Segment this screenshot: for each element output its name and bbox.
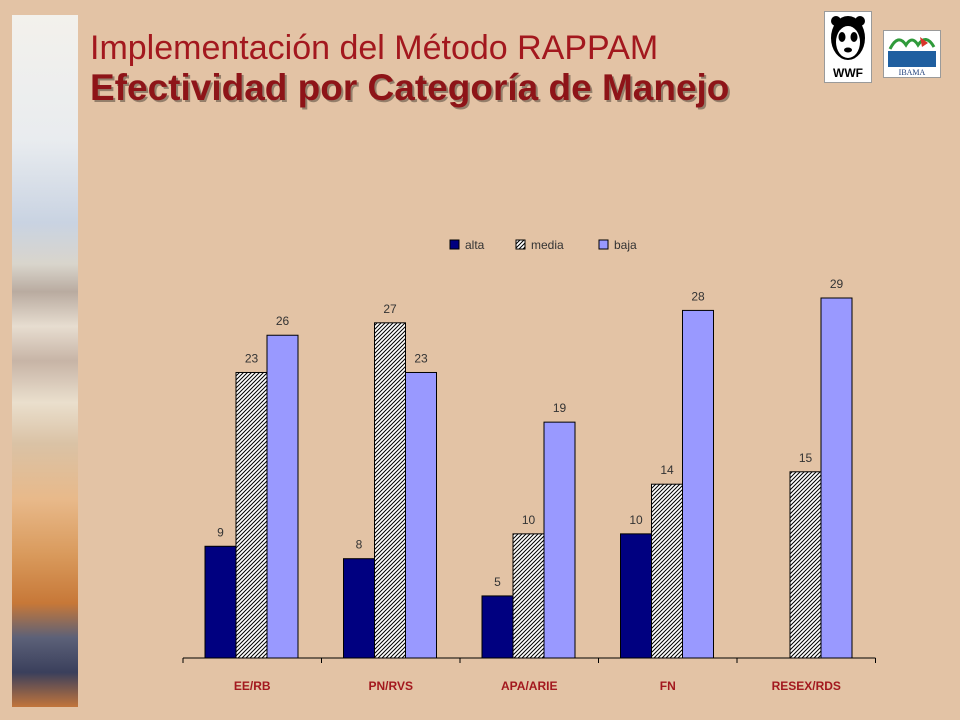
data-label-alta-4: 10 — [629, 513, 643, 527]
x-tick-label-4: FN — [660, 679, 676, 693]
title-line-2: Efectividad por Categoría de Manejo — [90, 67, 730, 108]
legend-label-media: media — [531, 238, 564, 252]
legend-label-alta: alta — [465, 238, 485, 252]
x-tick-label-3: APA/ARIE — [501, 679, 557, 693]
data-label-baja-5: 29 — [830, 277, 844, 291]
bar-media-1 — [235, 371, 268, 659]
data-label-baja-3: 19 — [553, 401, 567, 415]
title-line-1: Implementación del Método RAPPAM — [90, 29, 659, 67]
chart-x-axis: EE/RB PN/RVS APA/ARIE FN RESEX/RDS — [182, 657, 876, 693]
x-tick-label-1: EE/RB — [234, 679, 271, 693]
bar-alta-1 — [204, 545, 237, 659]
bar-baja-4 — [682, 309, 714, 659]
wwf-logo-text: WWF — [833, 66, 863, 80]
chart-data-labels: 9 23 26 8 27 23 5 10 19 10 14 28 15 29 — [217, 277, 843, 589]
bar-baja-3 — [543, 421, 576, 659]
ibama-logo-text: IBAMA — [899, 68, 926, 77]
data-label-alta-2: 8 — [356, 538, 363, 552]
data-label-media-2: 27 — [383, 302, 397, 316]
ibama-logo: IBAMA — [883, 30, 941, 78]
x-tick-label-5: RESEX/RDS — [772, 679, 841, 693]
bar-media-4 — [651, 483, 683, 659]
data-label-alta-3: 5 — [494, 575, 501, 589]
bar-alta-3 — [481, 595, 514, 659]
data-label-media-4: 14 — [660, 463, 674, 477]
data-label-media-5: 15 — [799, 451, 813, 465]
bar-baja-1 — [266, 334, 299, 659]
legend-swatch-alta — [449, 239, 460, 250]
data-label-media-1: 23 — [245, 351, 259, 365]
bar-media-2 — [374, 322, 406, 659]
data-label-alta-1: 9 — [217, 525, 224, 539]
wwf-logo: WWF — [824, 11, 872, 83]
data-label-baja-2: 23 — [414, 351, 428, 365]
bar-alta-2 — [343, 558, 375, 659]
legend-swatch-baja — [598, 239, 609, 250]
decorative-side-strip — [12, 15, 78, 707]
slide-title: Implementación del Método RAPPAM Efectiv… — [90, 28, 810, 108]
chart-legend: alta media baja — [449, 238, 637, 252]
x-tick-label-2: PN/RVS — [369, 679, 413, 693]
chart-bars — [204, 297, 853, 659]
data-label-baja-1: 26 — [276, 314, 290, 328]
legend-swatch-media — [515, 239, 526, 250]
bar-alta-4 — [620, 533, 652, 659]
bar-media-5 — [789, 471, 822, 659]
bar-baja-5 — [820, 297, 853, 659]
bar-baja-2 — [405, 371, 437, 659]
data-label-media-3: 10 — [522, 513, 536, 527]
data-label-baja-4: 28 — [691, 289, 705, 303]
bar-media-3 — [512, 533, 545, 659]
legend-label-baja: baja — [614, 238, 637, 252]
